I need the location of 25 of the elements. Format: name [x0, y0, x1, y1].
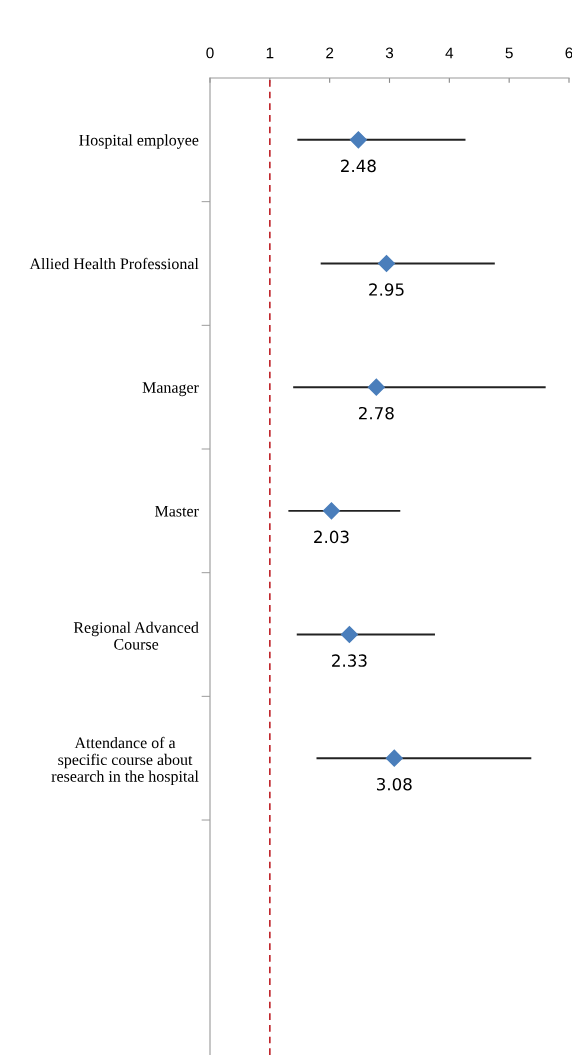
y-tick-label: Attendance of a specific course about research in the hospital [51, 736, 199, 786]
point [385, 749, 403, 767]
point [349, 131, 367, 149]
point [322, 502, 341, 520]
data-label: 2.03 [314, 530, 349, 544]
y-tick-label: Hospital employee [79, 134, 199, 149]
data-label: 2.48 [341, 159, 376, 173]
data-label: 3.08 [377, 777, 412, 791]
point [340, 625, 358, 644]
y-tick-label: Regional Advanced Course [73, 621, 199, 650]
x-tick-label: 4 [445, 47, 454, 59]
data-label: 2.95 [369, 283, 404, 296]
point [377, 254, 396, 273]
y-tick-label: Master [154, 505, 199, 517]
y-tick-label: Manager [142, 382, 199, 397]
x-tick-label: 5 [505, 47, 513, 59]
x-tick-label: 1 [266, 47, 274, 59]
point [367, 378, 385, 396]
x-tick-label: 3 [385, 47, 394, 59]
y-tick-label: Allied Health Professional [29, 257, 199, 270]
data-label: 2.33 [332, 654, 367, 667]
data-label: 2.78 [359, 406, 394, 420]
x-tick-label: 2 [326, 47, 334, 59]
x-tick-label: 6 [565, 47, 572, 59]
x-tick-label: 0 [206, 47, 214, 59]
